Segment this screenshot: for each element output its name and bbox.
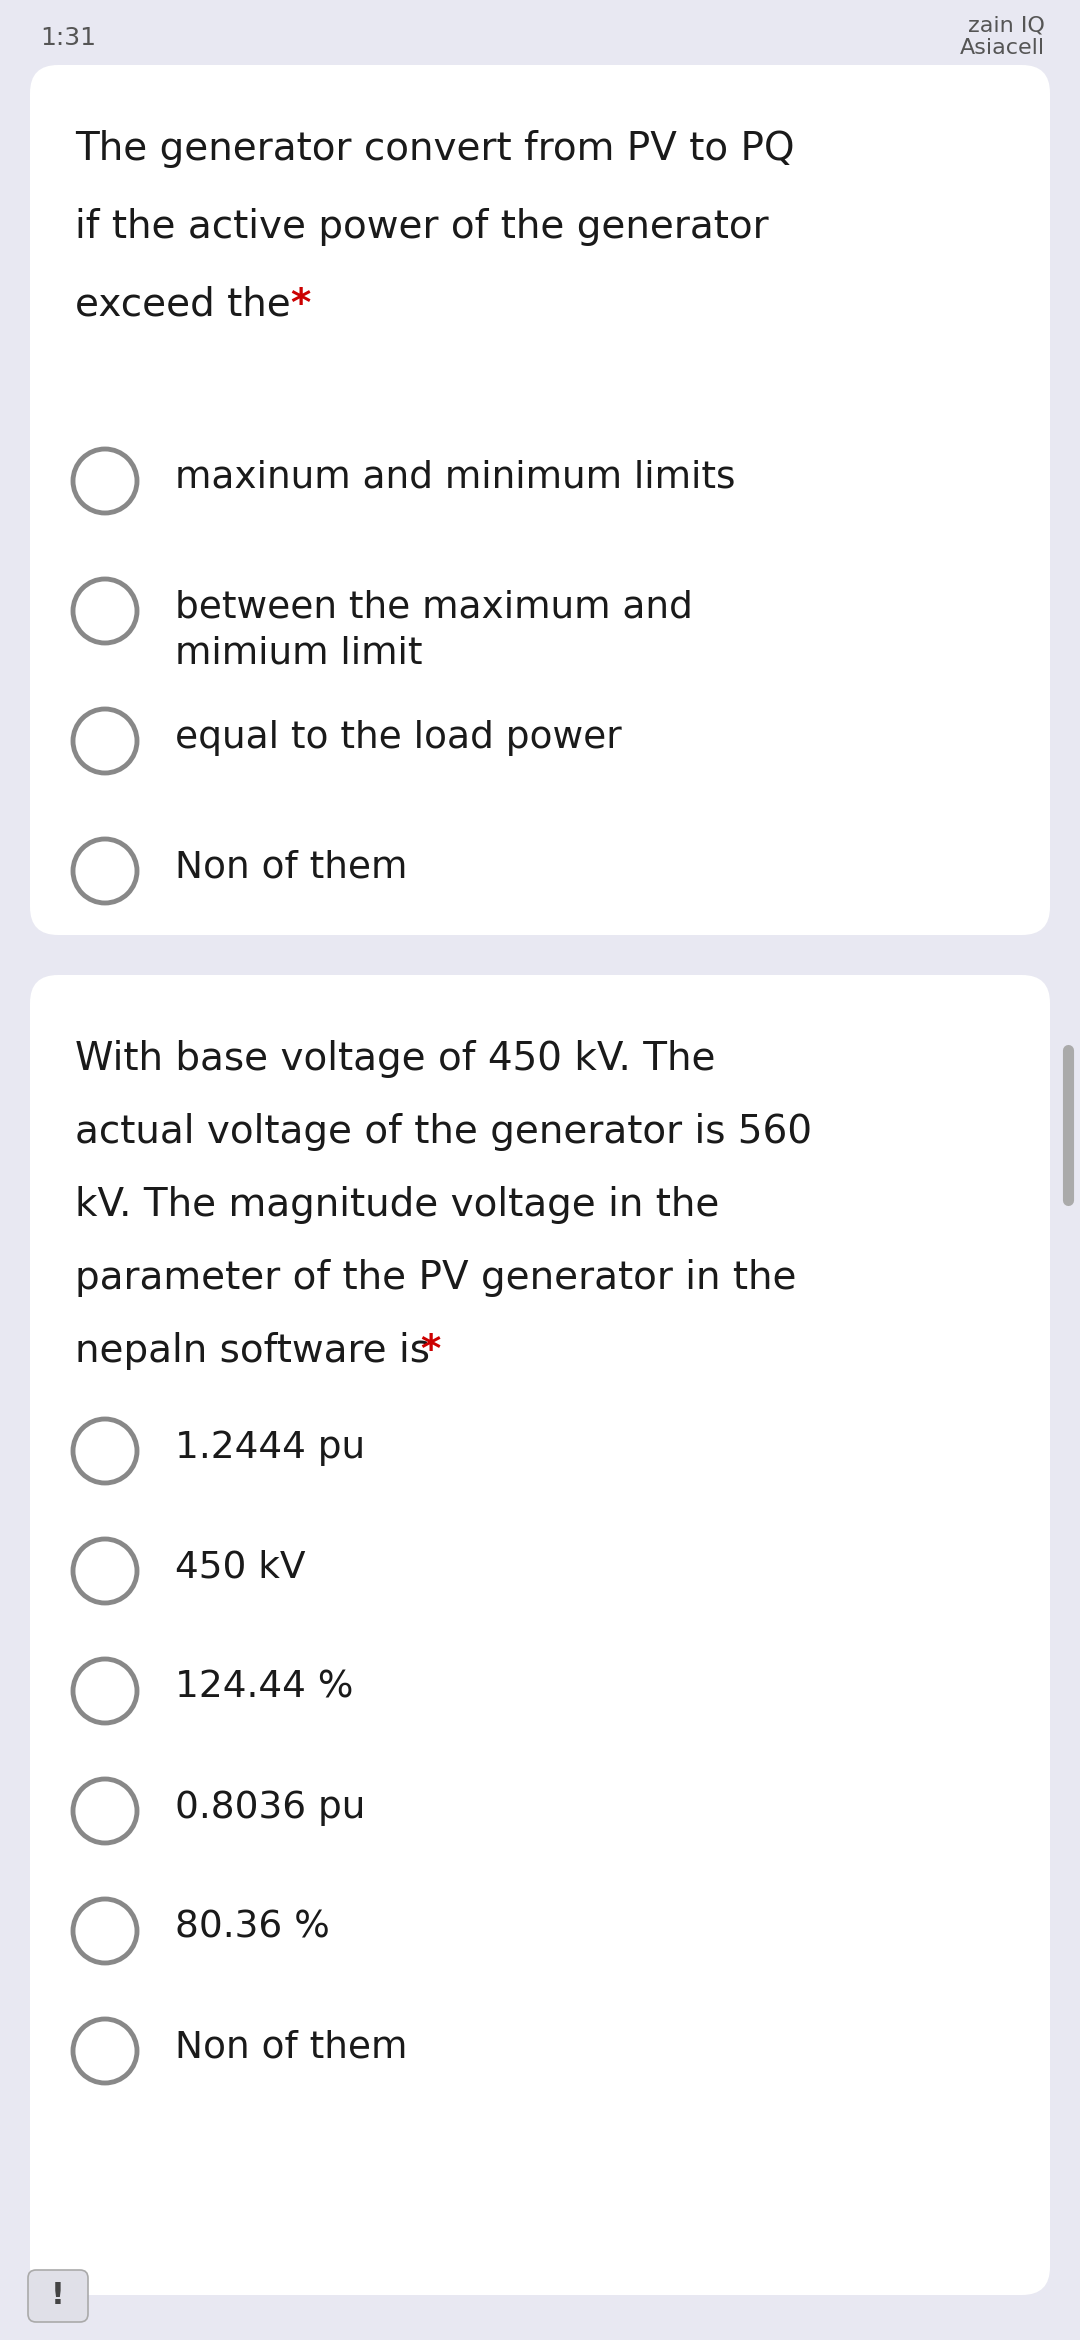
Text: kV. The magnitude voltage in the: kV. The magnitude voltage in the <box>75 1186 719 1224</box>
Circle shape <box>73 1778 137 1844</box>
Circle shape <box>73 449 137 512</box>
Text: 1:31: 1:31 <box>40 26 96 49</box>
Text: 450 kV: 450 kV <box>175 1549 306 1587</box>
Text: Asiacell: Asiacell <box>960 37 1045 58</box>
Text: 1.2444 pu: 1.2444 pu <box>175 1430 365 1465</box>
Text: Non of them: Non of them <box>175 849 407 887</box>
Text: 124.44 %: 124.44 % <box>175 1671 353 1706</box>
Text: The generator convert from PV to PQ: The generator convert from PV to PQ <box>75 131 795 168</box>
Text: parameter of the PV generator in the: parameter of the PV generator in the <box>75 1259 797 1296</box>
Circle shape <box>73 578 137 644</box>
Text: exceed the: exceed the <box>75 285 303 323</box>
Text: *: * <box>420 1331 441 1369</box>
Text: if the active power of the generator: if the active power of the generator <box>75 208 769 246</box>
Text: between the maximum and
mimium limit: between the maximum and mimium limit <box>175 590 693 672</box>
Circle shape <box>73 2019 137 2083</box>
FancyBboxPatch shape <box>30 976 1050 2296</box>
Text: With base voltage of 450 kV. The: With base voltage of 450 kV. The <box>75 1039 715 1079</box>
Circle shape <box>73 1900 137 1963</box>
Circle shape <box>73 840 137 903</box>
Text: equal to the load power: equal to the load power <box>175 721 622 756</box>
Circle shape <box>73 709 137 772</box>
Text: zain IQ: zain IQ <box>968 14 1045 35</box>
Text: !: ! <box>51 2282 65 2310</box>
Circle shape <box>73 1540 137 1603</box>
Circle shape <box>73 1659 137 1722</box>
FancyBboxPatch shape <box>30 66 1050 936</box>
Text: actual voltage of the generator is 560: actual voltage of the generator is 560 <box>75 1114 812 1151</box>
FancyBboxPatch shape <box>28 2270 87 2321</box>
Text: *: * <box>291 285 310 323</box>
Text: maxinum and minimum limits: maxinum and minimum limits <box>175 461 735 496</box>
Text: 80.36 %: 80.36 % <box>175 1909 329 1947</box>
Circle shape <box>73 1418 137 1484</box>
Text: nepaln software is: nepaln software is <box>75 1331 443 1369</box>
Text: Non of them: Non of them <box>175 2031 407 2066</box>
Text: 0.8036 pu: 0.8036 pu <box>175 1790 365 1825</box>
